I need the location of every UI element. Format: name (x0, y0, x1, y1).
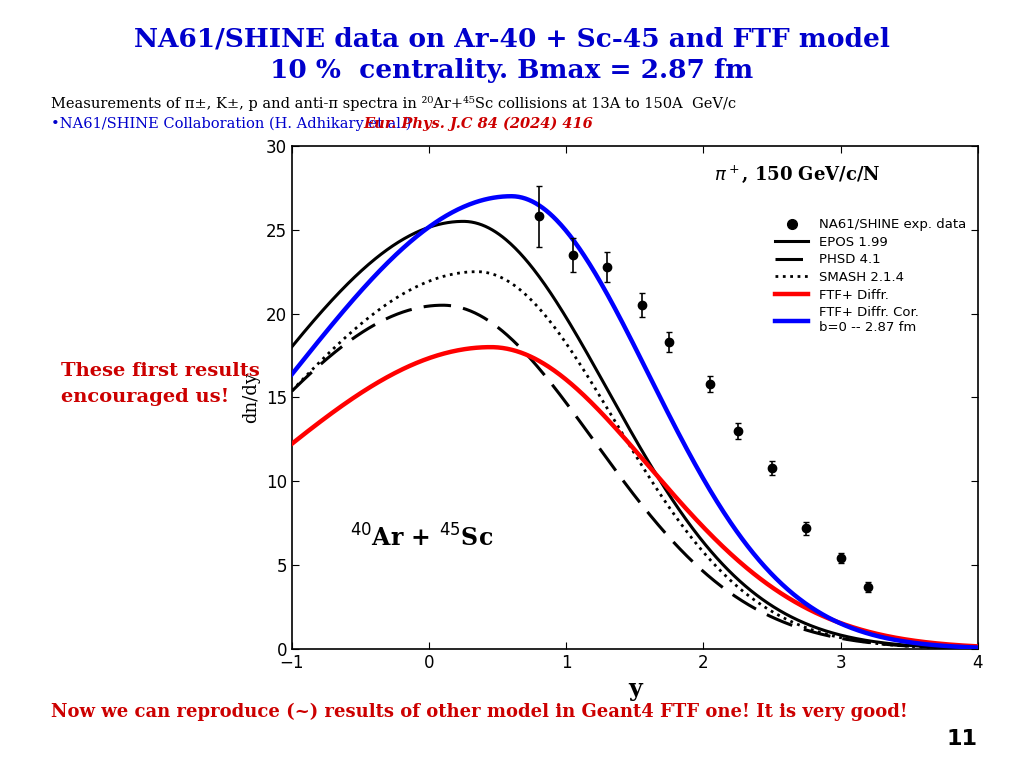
Text: Now we can reproduce (~) results of other model in Geant4 FTF one! It is very go: Now we can reproduce (~) results of othe… (51, 703, 908, 721)
Text: Eur. Phys. J.C 84 (2024) 416: Eur. Phys. J.C 84 (2024) 416 (364, 117, 593, 131)
Text: •NA61/SHINE Collaboration (H. Adhikary et al.): •NA61/SHINE Collaboration (H. Adhikary e… (51, 117, 421, 131)
Text: 10 %  centrality. Bmax = 2.87 fm: 10 % centrality. Bmax = 2.87 fm (270, 58, 754, 83)
Y-axis label: dn/dy: dn/dy (243, 372, 260, 423)
X-axis label: y: y (628, 677, 642, 701)
Text: $^{40}$Ar + $^{45}$Sc: $^{40}$Ar + $^{45}$Sc (350, 525, 494, 551)
Text: Measurements of π±, K±, p and anti-π spectra in ²⁰Ar+⁴⁵Sc collisions at 13A to 1: Measurements of π±, K±, p and anti-π spe… (51, 96, 736, 111)
Text: $\pi^+$, 150 GeV/c/N: $\pi^+$, 150 GeV/c/N (714, 164, 881, 185)
Text: 11: 11 (947, 729, 978, 749)
Legend: NA61/SHINE exp. data, EPOS 1.99, PHSD 4.1, SMASH 2.1.4, FTF+ Diffr., FTF+ Diffr.: NA61/SHINE exp. data, EPOS 1.99, PHSD 4.… (770, 213, 972, 339)
Text: NA61/SHINE data on Ar-40 + Sc-45 and FTF model: NA61/SHINE data on Ar-40 + Sc-45 and FTF… (134, 27, 890, 52)
Text: These first results
encouraged us!: These first results encouraged us! (61, 362, 260, 406)
